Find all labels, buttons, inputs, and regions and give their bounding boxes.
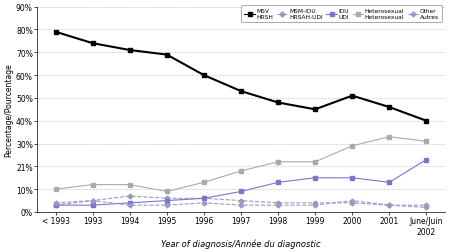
Y-axis label: Percentage/Pourcentage: Percentage/Pourcentage — [4, 63, 13, 156]
X-axis label: Year of diagnosis/Année du diagnostic: Year of diagnosis/Année du diagnostic — [161, 238, 321, 248]
Legend: MSV
HRSH, MSM-IDU
HRSAH-UDI, IDU
UDI, Heterosexual
Heterosexual, Other
Autres: MSV HRSH, MSM-IDU HRSAH-UDI, IDU UDI, He… — [242, 7, 442, 23]
